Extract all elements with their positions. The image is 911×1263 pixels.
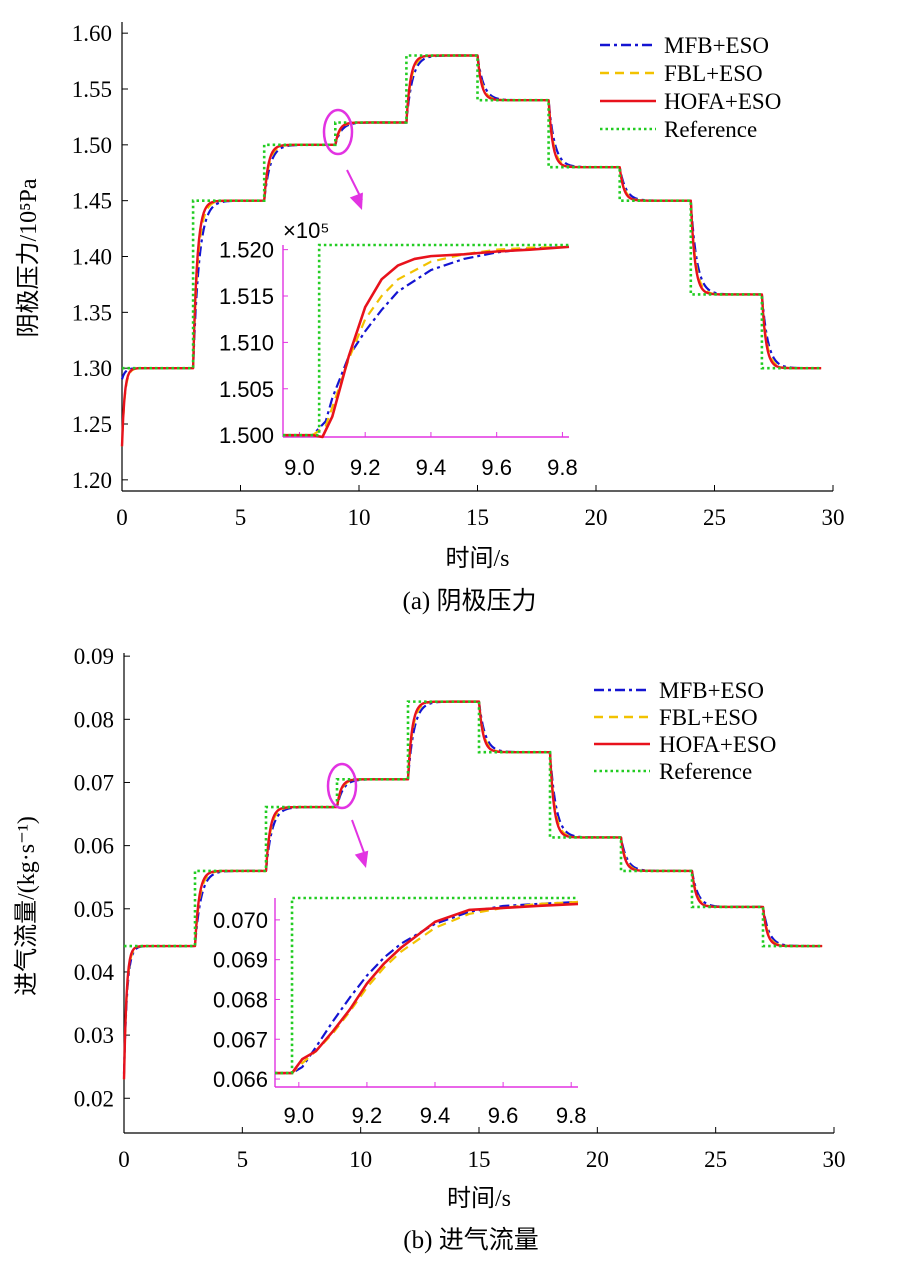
zoom-arrow-shaft	[351, 819, 367, 859]
chart-caption: (a) 阴极压力	[403, 587, 537, 615]
inset-y-tick-label: 1.510	[219, 330, 274, 355]
zoom-arrow-head	[349, 192, 363, 210]
inset-series-hofa-eso-line	[283, 245, 570, 439]
x-tick-label: 20	[586, 1147, 609, 1172]
y-tick-label: 0.04	[74, 960, 115, 985]
inset-y-tick-label: 0.067	[213, 1027, 268, 1052]
inset-series-reference-line	[275, 896, 578, 1075]
x-tick-label: 15	[466, 505, 489, 530]
series-hofa-eso-line	[122, 700, 823, 1080]
y-axis-label: 进气流量/(kg·s⁻¹)	[13, 816, 40, 996]
inset-y-tick-label: 0.070	[213, 908, 268, 933]
x-tick-label: 25	[703, 505, 726, 530]
y-tick-label: 1.40	[72, 245, 112, 270]
x-tick-label: 5	[237, 1147, 249, 1172]
chart-a: 0 5 10 15 20 25 30 1.20 1.25 1.30 1.35 1.40 1.45 1.50…	[15, 21, 845, 615]
x-tick-label: 20	[585, 505, 608, 530]
legend-label: HOFA+ESO	[664, 89, 781, 114]
inset-x-tick-label: 9.4	[416, 455, 447, 480]
y-tick-label: 0.02	[74, 1086, 114, 1111]
inset-x-tick-label: 9.4	[420, 1103, 451, 1128]
legend-label: Reference	[659, 759, 752, 784]
series-reference-line	[124, 700, 823, 948]
inset-y-tick-label: 0.069	[213, 948, 268, 973]
y-tick-label: 1.50	[72, 133, 112, 158]
y-tick-label: 0.09	[74, 644, 114, 669]
inset-background	[275, 898, 578, 1087]
inset-series-mfb-eso-line	[283, 245, 570, 437]
x-tick-label: 0	[116, 505, 128, 530]
y-tick-label: 0.03	[74, 1023, 114, 1048]
y-tick-label: 1.55	[72, 77, 112, 102]
x-tick-label: 15	[468, 1147, 491, 1172]
y-tick-label: 1.45	[72, 189, 112, 214]
legend-label: MFB+ESO	[659, 678, 764, 703]
y-tick-label: 1.30	[72, 356, 112, 381]
x-tick-label: 0	[118, 1147, 130, 1172]
zoom-ellipse	[322, 108, 354, 156]
inset-series-fbl-eso-line	[283, 245, 570, 437]
inset-series-hofa-eso-line	[275, 902, 579, 1075]
inset-x-tick-label: 9.0	[284, 455, 315, 480]
inset-x-tick-label: 9.8	[547, 455, 578, 480]
y-tick-label: 0.08	[74, 707, 114, 732]
x-axis-label: 时间/s	[445, 545, 509, 572]
inset-y-tick-label: 0.066	[213, 1067, 268, 1092]
inset-x-tick-label: 9.2	[352, 1103, 383, 1128]
legend-label: MFB+ESO	[664, 33, 769, 58]
x-tick-label: 5	[235, 505, 247, 530]
legend-label: HOFA+ESO	[659, 732, 776, 757]
y-tick-label: 0.07	[74, 770, 114, 795]
zoom-arrow-head	[354, 850, 369, 868]
legend-label: FBL+ESO	[664, 61, 763, 86]
inset-y-tick-label: 1.500	[219, 423, 274, 448]
x-tick-label: 30	[823, 1147, 846, 1172]
x-tick-label: 10	[348, 505, 371, 530]
chart-b: 0 5 10 15 20 25 30 0.02 0.03 0.04 0.05 0.06 0.07 0.08…	[13, 644, 846, 1254]
y-tick-label: 1.35	[72, 300, 112, 325]
x-tick-label: 25	[704, 1147, 727, 1172]
series-reference-line	[122, 54, 822, 370]
inset-x-tick-label: 9.0	[284, 1103, 315, 1128]
inset-series-reference-line	[283, 243, 569, 437]
inset-x-tick-label: 9.8	[556, 1103, 587, 1128]
chart-caption: (b) 进气流量	[403, 1226, 538, 1254]
x-tick-label: 30	[822, 505, 845, 530]
y-tick-label: 0.05	[74, 897, 114, 922]
y-axis-label: 阴极压力/10⁵Pa	[15, 178, 42, 337]
inset-y-tick-label: 1.515	[219, 284, 274, 309]
x-tick-label: 10	[349, 1147, 372, 1172]
legend-label: FBL+ESO	[659, 705, 758, 730]
inset-x-tick-label: 9.6	[481, 455, 512, 480]
inset-x-tick-label: 9.6	[488, 1103, 519, 1128]
y-tick-label: 1.60	[72, 21, 112, 46]
inset-y-tick-label: 1.505	[219, 377, 274, 402]
inset-y-tick-label: 1.520	[219, 238, 274, 263]
zoom-ellipse	[326, 762, 358, 810]
legend-label: Reference	[664, 117, 757, 142]
inset-x-tick-label: 9.2	[350, 455, 381, 480]
inset-series-mfb-eso-line	[275, 900, 579, 1075]
y-tick-label: 0.06	[74, 834, 114, 859]
inset-y-tick-label: 0.068	[213, 987, 268, 1012]
x-axis-label: 时间/s	[447, 1185, 511, 1212]
y-tick-label: 1.20	[72, 468, 112, 493]
y-tick-label: 1.25	[72, 412, 112, 437]
inset-multiplier-label: ×10⁵	[283, 218, 329, 243]
